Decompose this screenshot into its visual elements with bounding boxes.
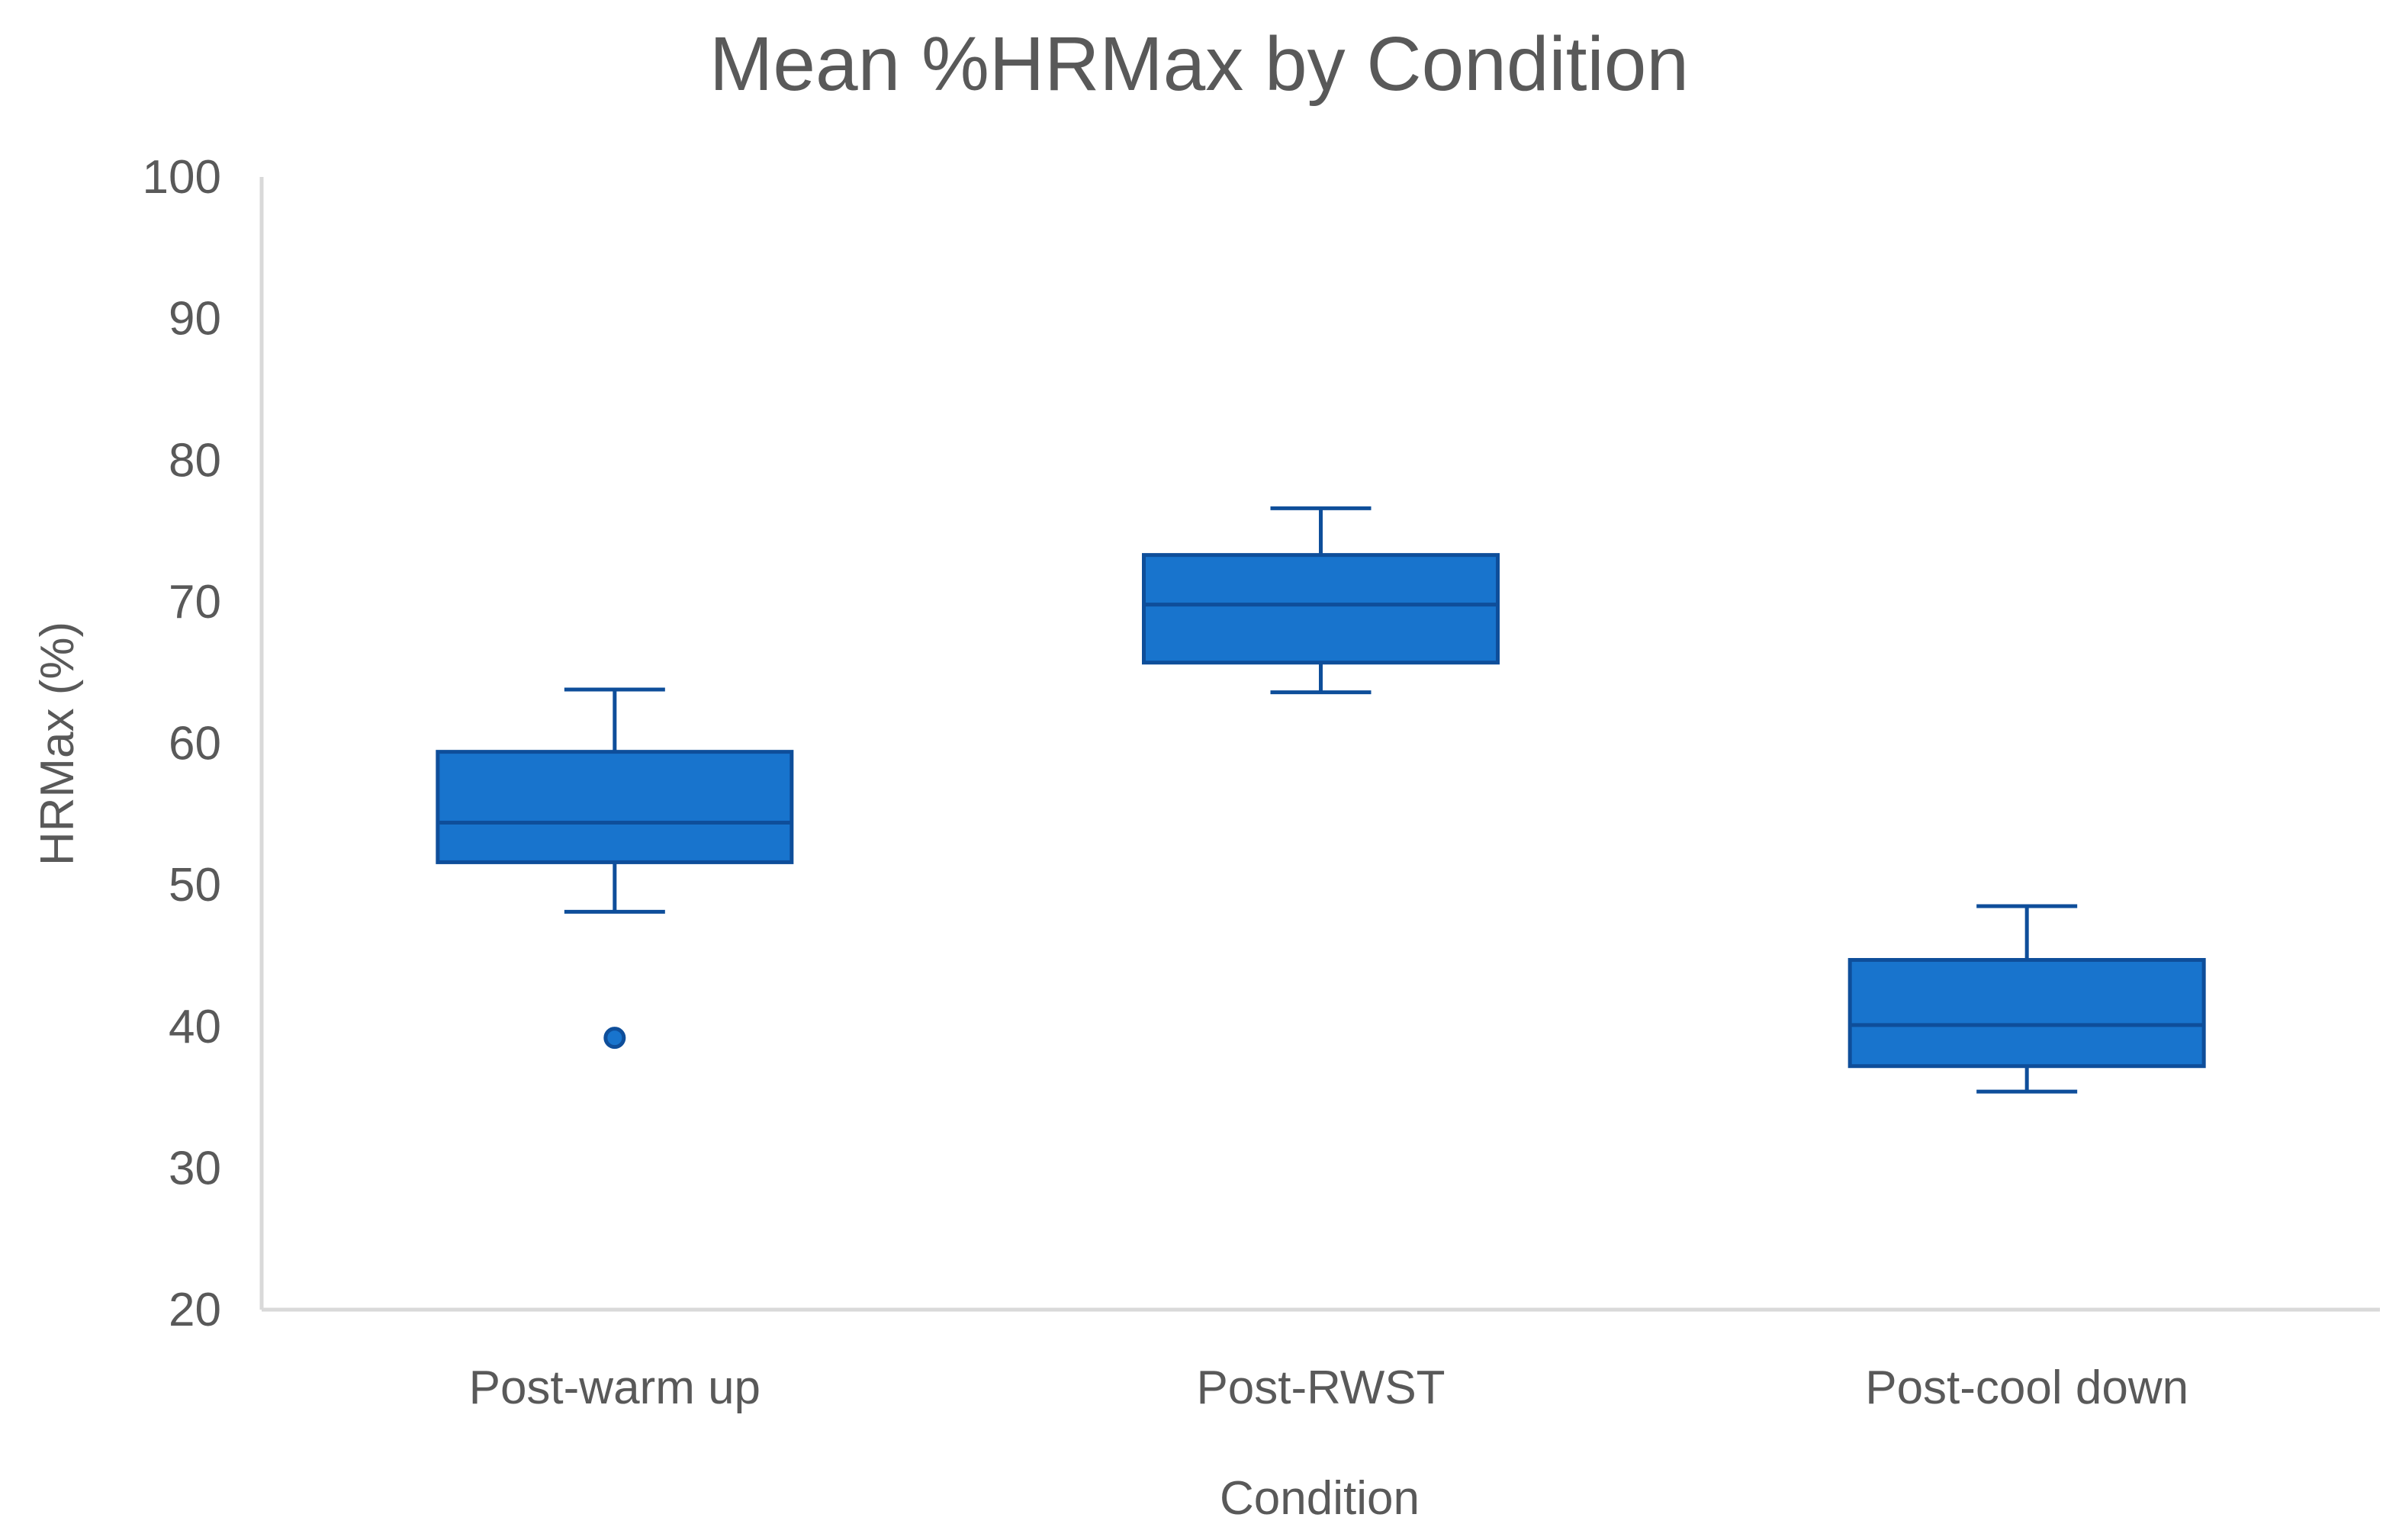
chart-title: Mean %HRMax by Condition	[709, 21, 1689, 107]
y-tick-label: 40	[169, 1001, 221, 1053]
y-tick-label: 30	[169, 1142, 221, 1194]
x-axis-title: Condition	[1220, 1472, 1420, 1525]
box-3	[1847, 904, 2206, 1094]
iqr-box	[1847, 958, 2206, 1069]
y-tick-label: 60	[169, 718, 221, 770]
axes	[259, 177, 2380, 1312]
y-tick-label: 90	[169, 293, 221, 346]
y-tick-label: 50	[169, 859, 221, 911]
y-tick-label: 70	[169, 576, 221, 629]
x-tick-label: Post-warm up	[469, 1362, 761, 1414]
x-tick-label: Post-RWST	[1196, 1362, 1445, 1414]
y-axis-title: HRMax (%)	[31, 622, 84, 866]
y-tick-label: 80	[169, 434, 221, 487]
outlier-point	[603, 1027, 626, 1050]
iqr-box	[436, 750, 794, 864]
y-tick-label: 100	[143, 151, 221, 204]
y-tick-label: 20	[169, 1284, 221, 1336]
iqr-box	[1142, 553, 1500, 665]
box-2	[1142, 506, 1500, 695]
x-tick-label: Post-cool down	[1865, 1362, 2188, 1414]
boxes	[436, 506, 2206, 1094]
box-1	[436, 687, 794, 1050]
x-axis-tick-labels: Post-warm up Post-RWST Post-cool down	[469, 1362, 2189, 1414]
y-axis-tick-labels: 20 30 40 50 60 70 80 90 100	[143, 151, 221, 1336]
